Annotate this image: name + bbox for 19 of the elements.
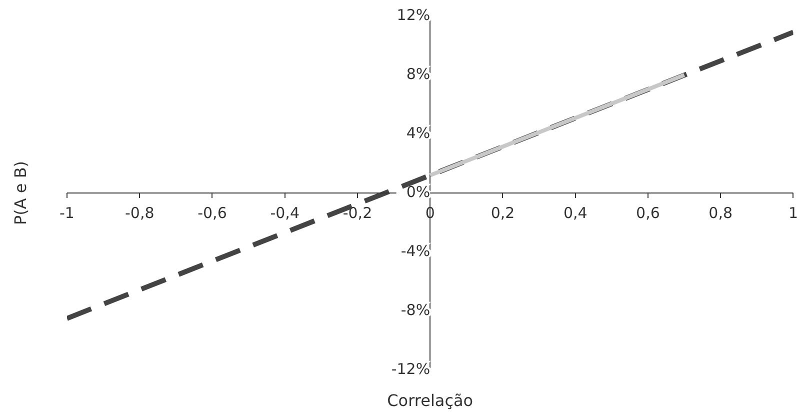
x-tick-label: 0,6 bbox=[636, 204, 660, 222]
y-tick-label: 8% bbox=[406, 64, 430, 83]
y-tick-label: 4% bbox=[406, 124, 430, 142]
y-tick-label: 0% bbox=[406, 182, 430, 201]
y-tick-label: -12% bbox=[391, 360, 430, 378]
x-axis-title: Correlação bbox=[387, 391, 474, 410]
y-tick-label: 12% bbox=[396, 6, 430, 24]
x-tick-label: 0,4 bbox=[563, 204, 588, 222]
x-tick-label: 0,2 bbox=[490, 204, 515, 222]
y-tick-label: -4% bbox=[400, 242, 430, 260]
y-axis-title: P(A e B) bbox=[11, 160, 30, 226]
x-tick-label: -1 bbox=[60, 204, 74, 222]
y-tick-label: -8% bbox=[400, 300, 430, 319]
x-tick-label: 1 bbox=[788, 204, 798, 222]
x-tick-label: -0,4 bbox=[270, 204, 300, 222]
x-tick-label: -0,2 bbox=[342, 204, 372, 222]
x-tick-label: -0,8 bbox=[124, 204, 154, 222]
x-tick-label: -0,6 bbox=[198, 204, 227, 222]
x-tick-label: 0,8 bbox=[708, 204, 733, 222]
